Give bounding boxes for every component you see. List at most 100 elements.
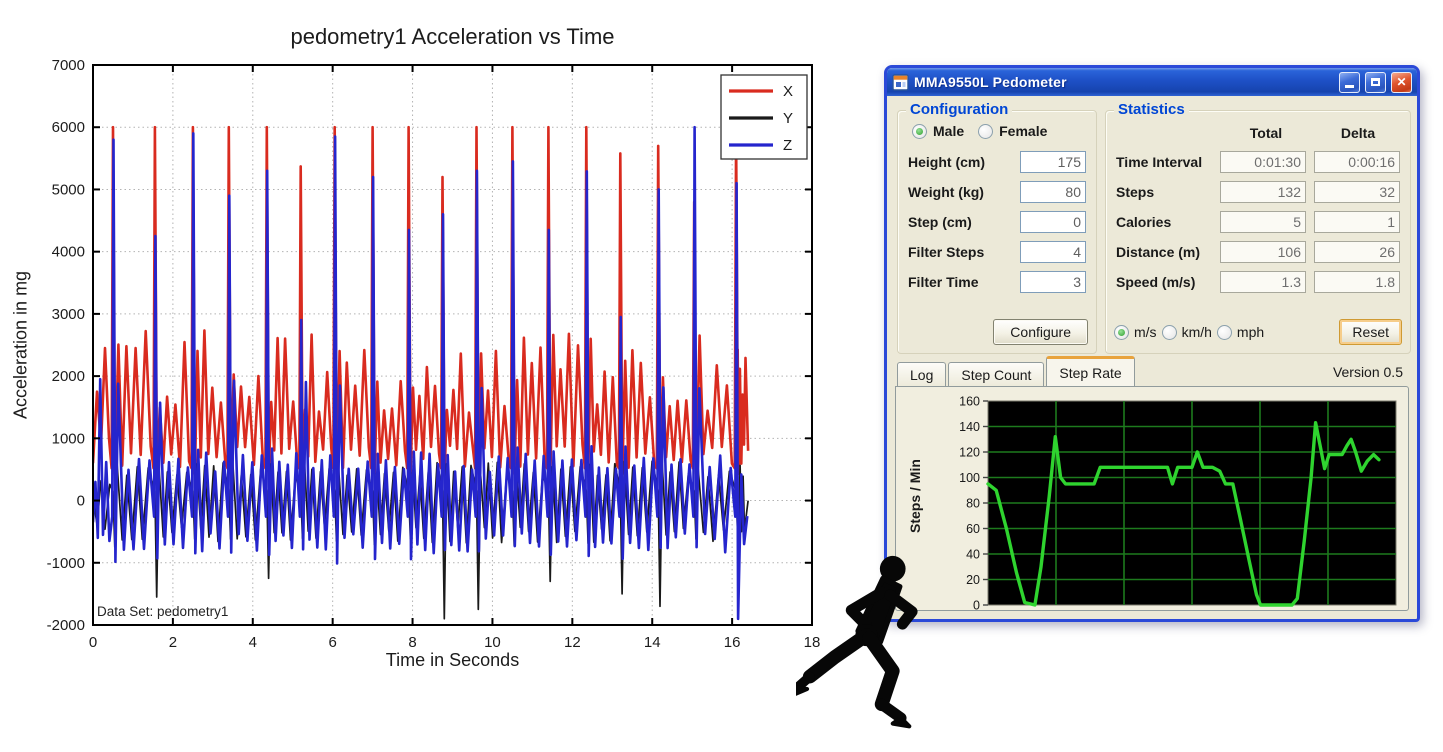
radio-male-label[interactable]: Male [933, 123, 965, 139]
svg-text:100: 100 [959, 471, 980, 485]
radio-kmh[interactable] [1161, 324, 1177, 340]
time-interval-delta[interactable] [1314, 151, 1400, 173]
svg-text:160: 160 [959, 395, 980, 409]
svg-text:12: 12 [564, 634, 581, 651]
config-row-step: Step (cm) [908, 211, 1086, 233]
radio-ms[interactable] [1114, 324, 1129, 340]
configure-button[interactable]: Configure [993, 319, 1088, 345]
calories-delta[interactable] [1314, 211, 1400, 233]
radio-ms-label[interactable]: m/s [1134, 324, 1157, 340]
svg-text:16: 16 [724, 634, 741, 651]
radio-male[interactable] [912, 123, 927, 139]
filter-time-label: Filter Time [908, 274, 979, 290]
svg-text:18: 18 [804, 634, 821, 651]
radio-mph-label[interactable]: mph [1236, 324, 1265, 340]
svg-text:1000: 1000 [52, 430, 85, 447]
application-icon [892, 73, 909, 91]
svg-text:120: 120 [959, 446, 980, 460]
step-rate-plot: 0 20 40 60 80 100 120 140 160 [959, 395, 1397, 613]
figure-x-axis-label: Time in Seconds [385, 650, 520, 670]
statistics-column-headers: Total Delta [1106, 125, 1400, 141]
svg-text:10: 10 [484, 634, 501, 651]
radio-female[interactable] [978, 123, 994, 139]
configure-button-row: Configure [898, 319, 1088, 345]
window-titlebar[interactable]: MMA9550L Pedometer ✕ [887, 68, 1417, 96]
time-interval-total[interactable] [1220, 151, 1306, 173]
tab-step-rate[interactable]: Step Rate [1046, 356, 1135, 386]
distance-total[interactable] [1220, 241, 1306, 263]
time-interval-label: Time Interval [1116, 154, 1203, 170]
stat-row-distance: Distance (m) [1116, 241, 1400, 263]
stat-row-steps: Steps [1116, 181, 1400, 203]
tab-step-count[interactable]: Step Count [948, 362, 1045, 388]
svg-text:2000: 2000 [52, 368, 85, 385]
weight-input[interactable] [1020, 181, 1086, 203]
steps-label: Steps [1116, 184, 1155, 200]
minimize-button[interactable] [1339, 71, 1360, 93]
config-row-filter-time: Filter Time [908, 271, 1086, 293]
svg-text:8: 8 [408, 634, 416, 651]
minimize-icon [1345, 85, 1354, 88]
config-row-weight: Weight (kg) [908, 181, 1086, 203]
acceleration-plot: 0 2 4 6 8 10 12 14 16 18 -2000 -1000 0 1000 2000 3000 40… [47, 57, 821, 651]
step-input[interactable] [1020, 211, 1086, 233]
window-content: Configuration Male Female Height (cm) We… [887, 96, 1417, 619]
step-rate-panel: Steps / Min 0 20 40 60 80 100 120 140 160 [895, 386, 1409, 613]
maximize-button[interactable] [1365, 71, 1386, 93]
maximize-icon [1371, 78, 1380, 86]
svg-text:2: 2 [169, 634, 177, 651]
svg-text:Data Set: pedometry1: Data Set: pedometry1 [97, 604, 228, 619]
svg-text:14: 14 [644, 634, 661, 651]
distance-delta[interactable] [1314, 241, 1400, 263]
figure-title: pedometry1 Acceleration vs Time [290, 24, 615, 49]
calories-total[interactable] [1220, 211, 1306, 233]
tab-log-label: Log [910, 367, 934, 383]
svg-text:0: 0 [89, 634, 97, 651]
tab-log[interactable]: Log [897, 362, 947, 388]
steps-delta[interactable] [1314, 181, 1400, 203]
tab-step-rate-label: Step Rate [1059, 365, 1122, 381]
height-label: Height (cm) [908, 154, 985, 170]
filter-steps-input[interactable] [1020, 241, 1086, 263]
close-button[interactable]: ✕ [1391, 71, 1412, 93]
svg-text:Y: Y [783, 110, 793, 127]
tab-step-count-label: Step Count [961, 367, 1032, 383]
svg-text:80: 80 [966, 497, 980, 511]
svg-text:0: 0 [77, 493, 85, 510]
pedometer-window: MMA9550L Pedometer ✕ Configuration Male … [884, 65, 1420, 622]
radio-kmh-label[interactable]: km/h [1181, 324, 1212, 340]
svg-text:6000: 6000 [52, 119, 85, 136]
total-header: Total [1249, 125, 1283, 141]
svg-text:X: X [783, 83, 793, 100]
svg-text:-1000: -1000 [47, 555, 85, 572]
gender-radio-row: Male Female [912, 123, 1055, 139]
calories-label: Calories [1116, 214, 1172, 230]
svg-text:140: 140 [959, 420, 980, 434]
tab-strip: Log Step Count Step Rate [897, 356, 1407, 388]
stat-row-calories: Calories [1116, 211, 1400, 233]
svg-text:4: 4 [249, 634, 257, 651]
svg-text:6: 6 [328, 634, 336, 651]
window-title: MMA9550L Pedometer [914, 74, 1067, 90]
statistics-group-label: Statistics [1114, 101, 1189, 118]
svg-text:-2000: -2000 [47, 617, 85, 634]
speed-delta[interactable] [1314, 271, 1400, 293]
height-input[interactable] [1020, 151, 1086, 173]
radio-mph[interactable] [1216, 324, 1232, 340]
speed-total[interactable] [1220, 271, 1306, 293]
radio-female-label[interactable]: Female [999, 123, 1048, 139]
filter-time-input[interactable] [1020, 271, 1086, 293]
svg-text:20: 20 [966, 573, 980, 587]
speed-label: Speed (m/s) [1116, 274, 1196, 290]
svg-text:40: 40 [966, 548, 980, 562]
configuration-group-label: Configuration [906, 101, 1013, 118]
steps-total[interactable] [1220, 181, 1306, 203]
reset-button[interactable]: Reset [1339, 319, 1402, 345]
units-row: m/s km/h mph Reset [1114, 319, 1402, 345]
distance-label: Distance (m) [1116, 244, 1201, 260]
config-row-height: Height (cm) [908, 151, 1086, 173]
svg-text:7000: 7000 [52, 57, 85, 74]
delta-header: Delta [1340, 125, 1376, 141]
configuration-group: Configuration Male Female Height (cm) We… [897, 101, 1097, 354]
